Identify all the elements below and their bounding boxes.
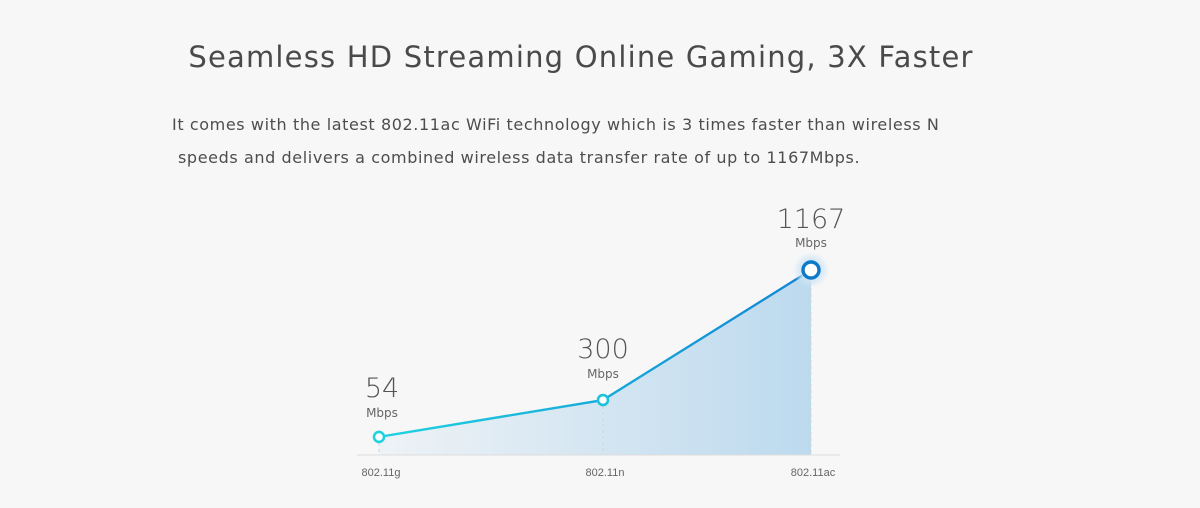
data-label-value: 1167 (777, 204, 846, 235)
x-tick-label: 802.11n (586, 467, 625, 479)
description-line-1: It comes with the latest 802.11ac WiFi t… (172, 115, 940, 134)
data-label-value: 54 (365, 373, 399, 404)
x-tick-label: 802.11ac (791, 467, 836, 479)
description-line-2: speeds and delivers a combined wireless … (178, 148, 861, 167)
data-label-unit: Mbps (366, 406, 398, 420)
x-tick-label: 802.11g (362, 467, 401, 479)
chart-area-fill (379, 270, 811, 455)
data-label-unit: Mbps (795, 236, 827, 250)
data-label-unit: Mbps (587, 367, 619, 381)
data-label-value: 300 (577, 334, 629, 365)
page-headline: Seamless HD Streaming Online Gaming, 3X … (188, 40, 974, 74)
data-point-802.11ac (801, 260, 821, 280)
data-point-802.11n (596, 393, 610, 407)
feature-description: It comes with the latest 802.11ac WiFi t… (172, 108, 1012, 174)
data-point-802.11g (372, 430, 386, 444)
